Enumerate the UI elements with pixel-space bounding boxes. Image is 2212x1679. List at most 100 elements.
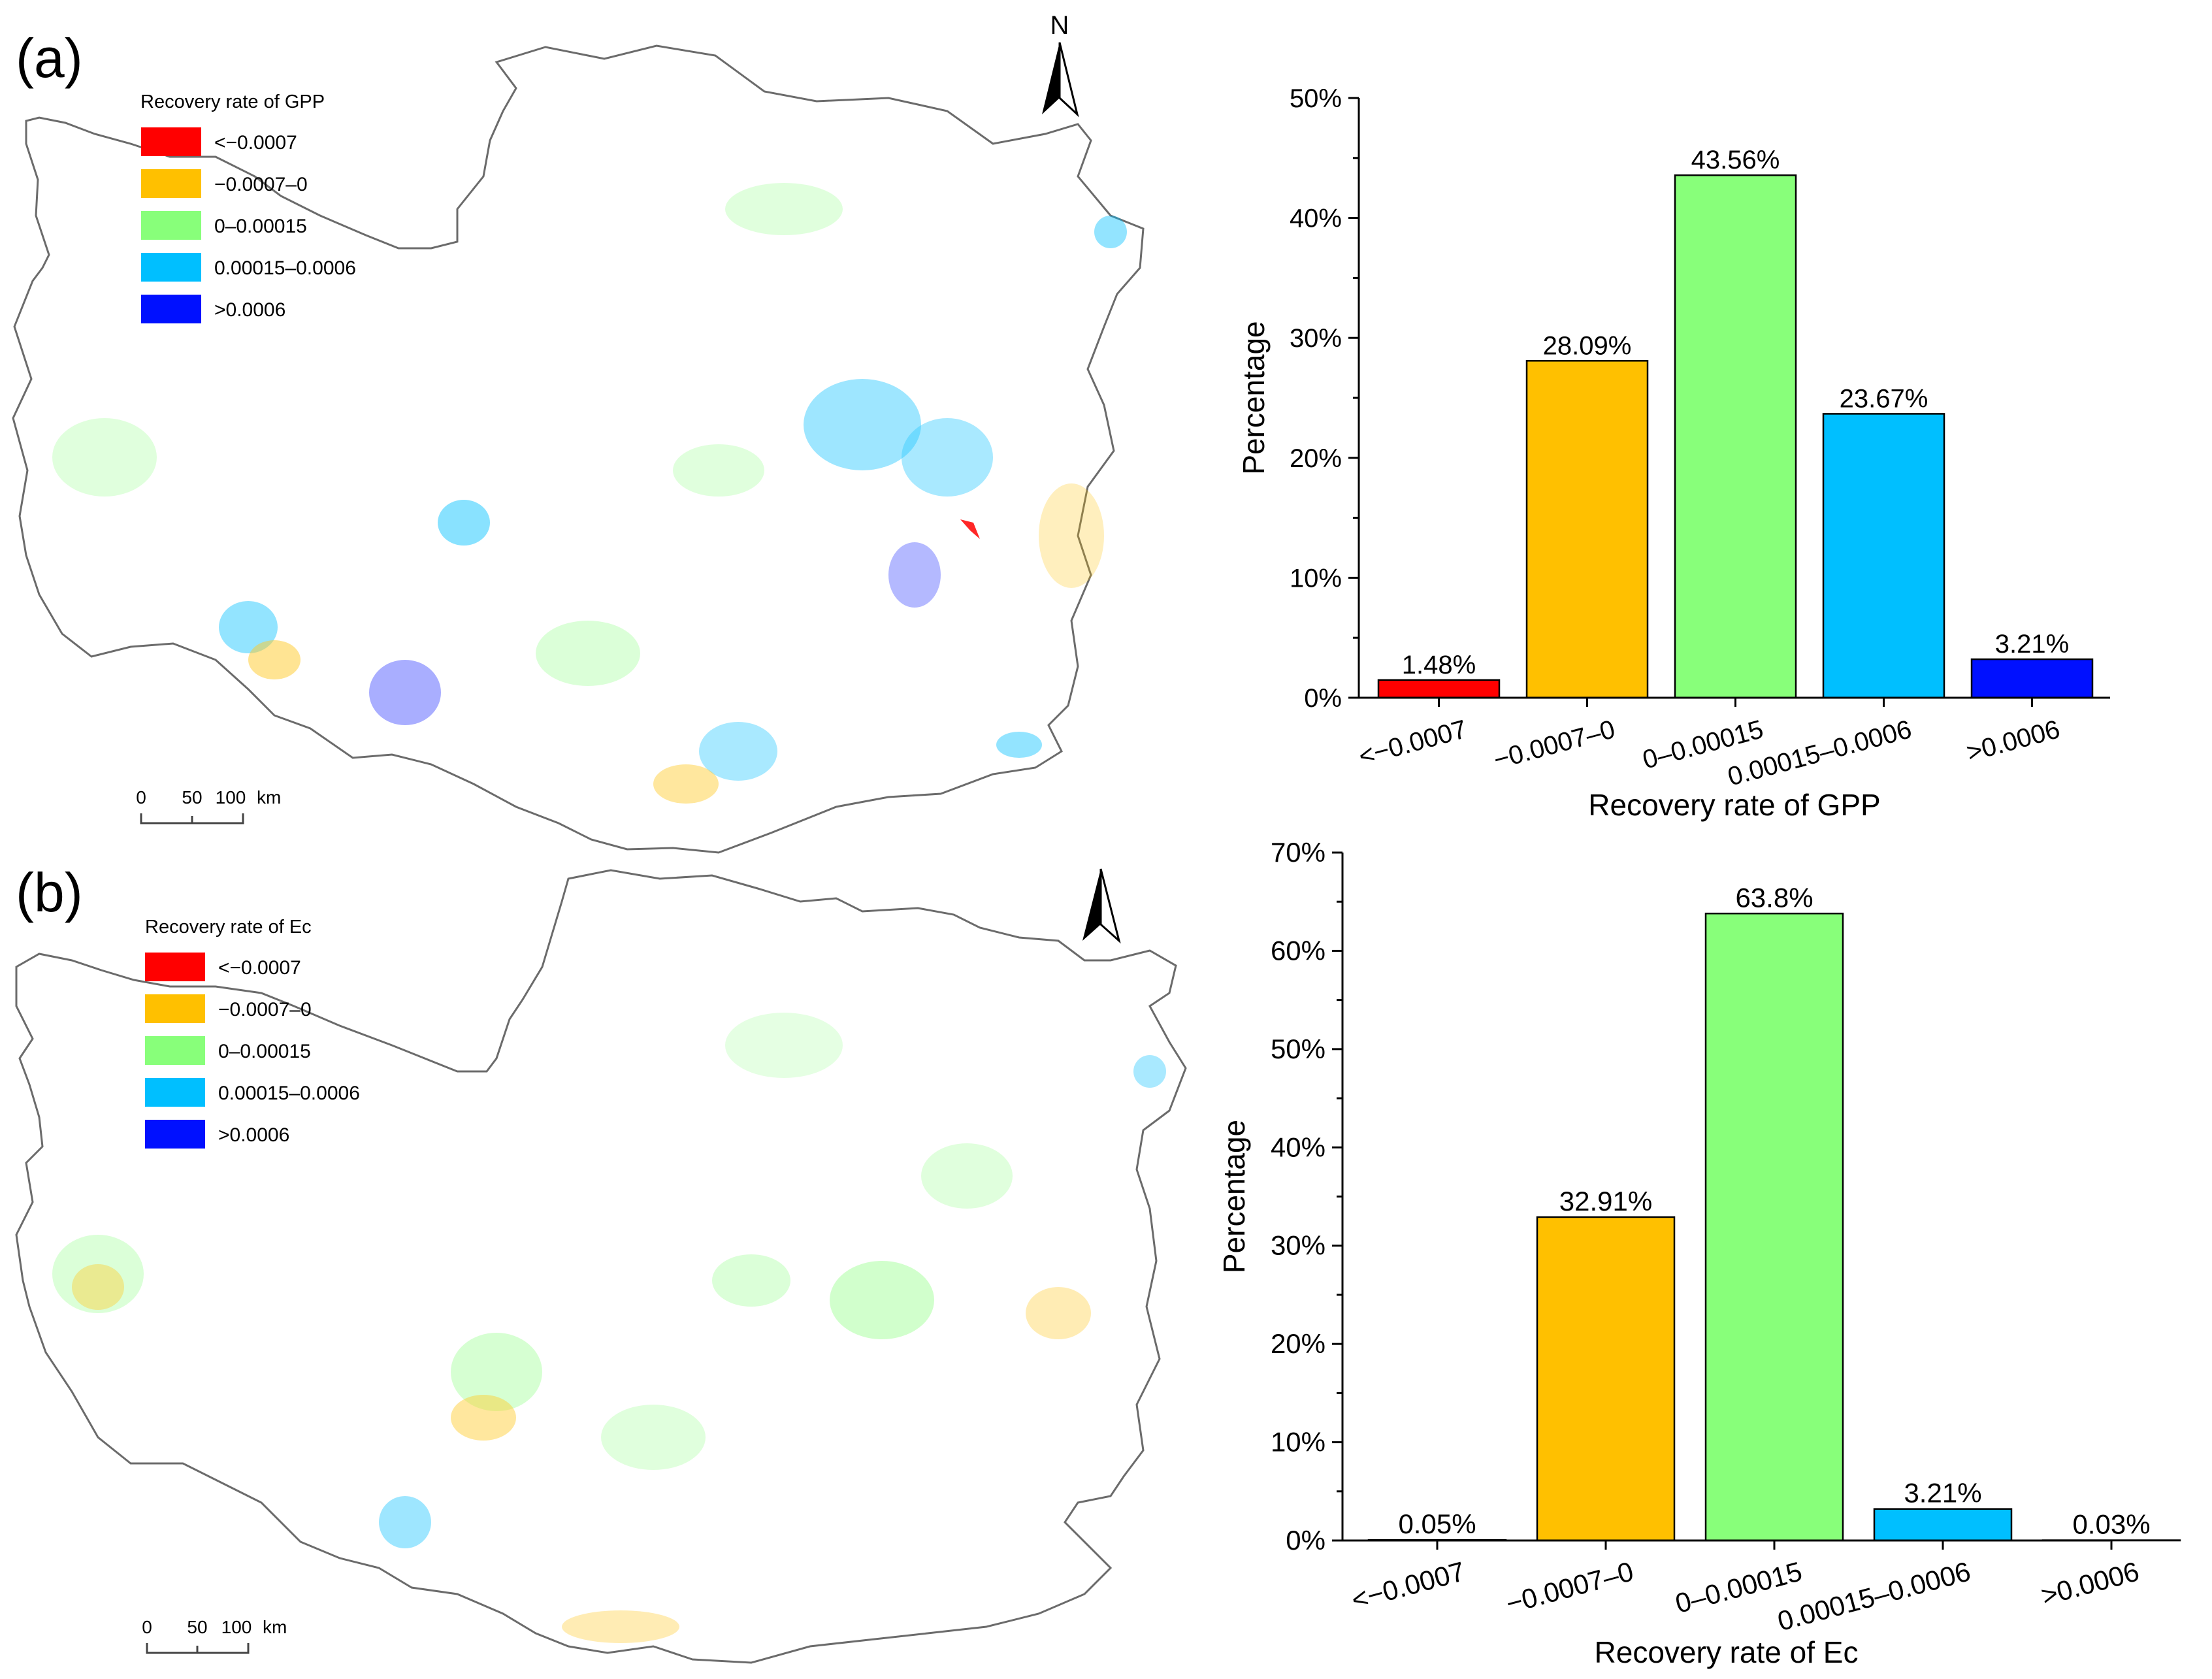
legend-title-a: Recovery rate of GPP: [140, 91, 325, 112]
patch: [379, 1496, 431, 1548]
patch: [1094, 216, 1127, 248]
patch: [712, 1254, 790, 1307]
scale-bar-line: [140, 813, 244, 824]
north-arrow-icon: [1042, 42, 1060, 114]
legend-swatch: [141, 169, 201, 198]
y-tick-label: 50%: [1271, 1034, 1326, 1064]
map-speckle-b: [52, 1013, 1166, 1643]
map-speckle-a: [52, 183, 1127, 804]
y-tick-label: 30%: [1290, 324, 1342, 353]
patch: [996, 732, 1042, 758]
patch: [725, 1013, 843, 1078]
y-tick-label: 30%: [1271, 1230, 1326, 1261]
scale-unit: km: [257, 787, 281, 807]
x-tick-label: 0.00015–0.0006: [1774, 1556, 1974, 1637]
data-label: 63.8%: [1735, 882, 1813, 913]
scale-tick-50: 50: [182, 787, 202, 807]
y-tick-label: 40%: [1290, 204, 1342, 233]
legend-swatch: [141, 295, 201, 323]
y-tick-label: 10%: [1271, 1427, 1326, 1458]
patch: [248, 640, 301, 679]
y-tick-label: 70%: [1271, 837, 1326, 868]
patch: [673, 444, 764, 497]
patch: [451, 1333, 542, 1411]
y-tick-label: 20%: [1290, 444, 1342, 473]
north-arrow-icon: [1058, 42, 1079, 118]
scale-bar-b: 0 50 100 km: [142, 1617, 287, 1654]
scale-tick-0: 0: [136, 787, 146, 807]
bar: [1704, 913, 1844, 1542]
scale-tick-100: 100: [221, 1617, 252, 1637]
patch: [653, 764, 719, 804]
patch: [830, 1261, 934, 1339]
legend-swatch: [141, 127, 201, 156]
legend-swatch: [141, 253, 201, 282]
patch: [1039, 483, 1104, 588]
patch: [451, 1395, 516, 1441]
patch: [219, 601, 278, 653]
legend-label: −0.0007–0: [214, 174, 308, 195]
legend-swatch: [145, 994, 205, 1023]
patch: [921, 1143, 1013, 1209]
legend-label: 0–0.00015: [214, 216, 307, 237]
y-tick-label: 0%: [1304, 684, 1342, 713]
legend-swatch: [145, 1120, 205, 1149]
patch: [601, 1405, 706, 1470]
map-legend-b: Recovery rate of Ec <−0.0007 −0.0007–0 0–0…: [145, 917, 360, 1149]
map-panel-b: (b) Recovery rate of Ec <−0.0007 −0.0007–…: [15, 862, 1187, 1664]
x-axis-title: Recovery rate of Ec: [1595, 1635, 1859, 1669]
x-tick-label: −0.0007–0: [1491, 715, 1618, 775]
legend-swatch: [145, 1036, 205, 1065]
legend-label: >0.0006: [218, 1124, 289, 1146]
bar: [1525, 360, 1649, 699]
patch: [72, 1264, 124, 1310]
patch: [369, 660, 441, 725]
patch: [52, 1235, 144, 1313]
y-tick-label: 50%: [1290, 84, 1342, 113]
data-label: 0.03%: [2072, 1509, 2150, 1540]
scale-bar-line: [146, 1643, 250, 1654]
panel-label-a: (a): [16, 27, 83, 89]
patch: [804, 379, 921, 470]
patch: [1133, 1055, 1166, 1088]
patch: [1026, 1287, 1091, 1339]
patch: [960, 519, 980, 539]
bar: [1377, 679, 1501, 699]
x-tick-label: >0.0006: [2038, 1556, 2142, 1611]
scale-tick-100: 100: [216, 787, 246, 807]
bar: [1822, 413, 1945, 699]
legend-swatch: [145, 1078, 205, 1107]
legend-swatch: [145, 953, 205, 981]
scale-bar-a: 0 50 100 km: [136, 787, 281, 824]
legend-swatch: [141, 211, 201, 240]
bar: [1873, 1508, 2013, 1542]
panel-label-b: (b): [16, 862, 83, 923]
bar: [1536, 1216, 1676, 1542]
patch: [699, 722, 777, 781]
y-tick-label: 0%: [1286, 1525, 1326, 1556]
legend-label: 0–0.00015: [218, 1041, 311, 1062]
bar-chart-ec: 0.05% 32.91% 63.8% 3.21% 0.03% 0% 10% 20% 30% 40%…: [1217, 837, 2181, 1669]
patch: [725, 183, 843, 235]
scale-tick-50: 50: [187, 1617, 207, 1637]
data-label: 23.67%: [1840, 384, 1928, 413]
patch: [902, 418, 993, 497]
map-legend-a: Recovery rate of GPP <−0.0007 −0.0007–0 0–…: [140, 91, 356, 323]
legend-label: <−0.0007: [214, 132, 297, 154]
scale-unit: km: [263, 1617, 287, 1637]
x-tick-label: <−0.0007: [1356, 715, 1470, 771]
legend-label: 0.00015–0.0006: [218, 1083, 360, 1104]
legend-label: −0.0007–0: [218, 999, 312, 1020]
scale-tick-0: 0: [142, 1617, 152, 1637]
x-tick-label: <−0.0007: [1348, 1556, 1469, 1615]
y-tick-label: 40%: [1271, 1132, 1326, 1162]
x-axis-title: Recovery rate of GPP: [1588, 788, 1880, 822]
patch: [52, 418, 157, 497]
legend-title-b: Recovery rate of Ec: [145, 917, 312, 937]
north-arrow-icon: [1082, 869, 1101, 941]
x-tick-label: >0.0006: [1964, 715, 2063, 767]
legend-items-b: <−0.0007 −0.0007–0 0–0.00015 0.00015–0.0006…: [145, 953, 360, 1149]
patch: [536, 621, 640, 686]
data-label: 43.56%: [1691, 146, 1780, 174]
legend-items-a: <−0.0007 −0.0007–0 0–0.00015 0.00015–0.0006…: [141, 127, 356, 323]
